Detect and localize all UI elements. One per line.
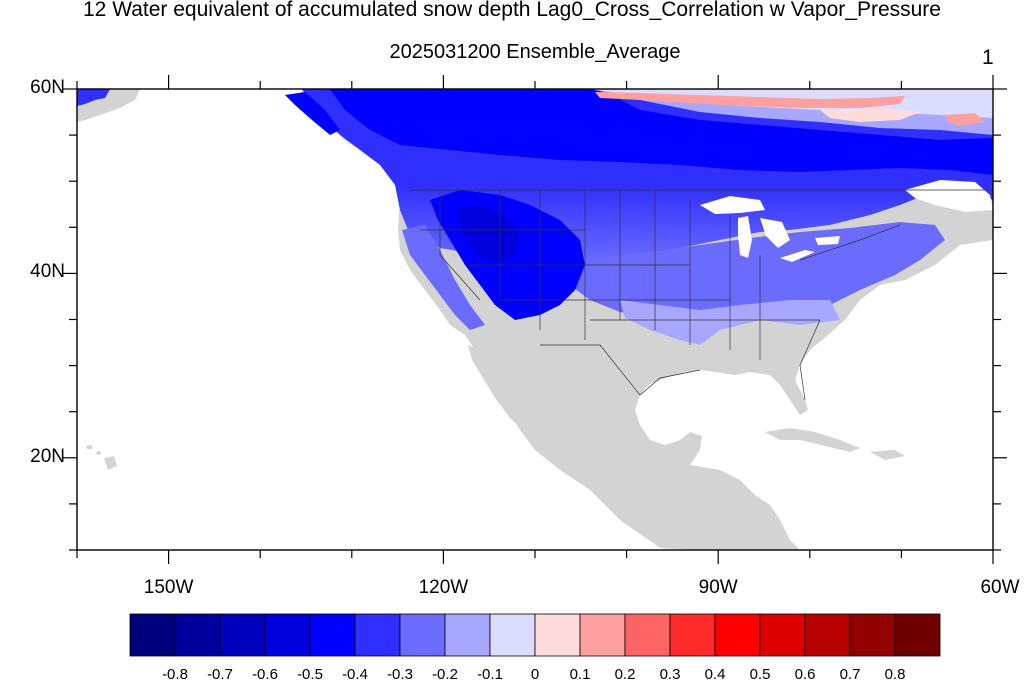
colorbar-label: 0.7 bbox=[839, 666, 861, 683]
colorbar-label: -0.2 bbox=[432, 666, 458, 683]
colorbar-label: 0.3 bbox=[659, 666, 681, 683]
field-alaska bbox=[77, 89, 110, 106]
colorbar-box bbox=[579, 613, 626, 657]
colorbar-label: 0 bbox=[530, 666, 540, 683]
field-us-midwest bbox=[560, 222, 945, 322]
plot-title: 12 Water equivalent of accumulated snow … bbox=[83, 0, 941, 21]
lon-label: 60W bbox=[980, 577, 1020, 598]
colorbar-label: 0.6 bbox=[794, 666, 816, 683]
plot-subtitle: 2025031200 Ensemble_Average bbox=[389, 41, 681, 63]
field-positive-patch-2 bbox=[820, 108, 920, 122]
field-positive-patch bbox=[595, 92, 905, 108]
field-positive-patch-3 bbox=[945, 113, 985, 126]
lat-label: 60N bbox=[30, 77, 65, 98]
colorbar-label: -0.6 bbox=[252, 666, 278, 683]
field-west-coast bbox=[402, 225, 485, 330]
colorbar-label: 0.8 bbox=[884, 666, 906, 683]
lon-label: 120W bbox=[418, 577, 469, 598]
land-cuba bbox=[765, 428, 860, 452]
lake-erie bbox=[780, 250, 815, 262]
colorbar-box bbox=[804, 613, 851, 657]
lake-superior bbox=[700, 196, 765, 214]
colorbar-box bbox=[444, 613, 491, 657]
colorbar-label: -0.4 bbox=[342, 666, 368, 683]
lake-huron bbox=[760, 218, 790, 248]
colorbar-box bbox=[309, 613, 356, 657]
colorbar-box bbox=[759, 613, 806, 657]
colorbar-box bbox=[399, 613, 446, 657]
axis-ticks bbox=[63, 75, 1007, 564]
colorbar-label: 0.2 bbox=[614, 666, 636, 683]
lat-label: 40N bbox=[30, 261, 65, 283]
colorbar-label: -0.5 bbox=[297, 666, 323, 683]
colorbar-label: -0.1 bbox=[477, 666, 503, 683]
lon-label: 90W bbox=[698, 577, 738, 598]
colorbar-label: 0.5 bbox=[749, 666, 771, 683]
colorbar-label: 0.1 bbox=[569, 666, 591, 683]
colorbar-box bbox=[264, 613, 311, 657]
colorbar-box bbox=[174, 613, 221, 657]
lake-michigan bbox=[738, 216, 752, 258]
colorbar-label: -0.7 bbox=[207, 666, 233, 683]
colorbar-box bbox=[534, 613, 581, 657]
colorbar-box bbox=[714, 613, 761, 657]
colorbar-label: -0.8 bbox=[162, 666, 188, 683]
hudson-bay-edge bbox=[905, 180, 993, 212]
panel-number: 1 bbox=[982, 46, 994, 69]
colorbar-box bbox=[669, 613, 716, 657]
colorbar-label: -0.3 bbox=[387, 666, 413, 683]
land-baja bbox=[468, 345, 532, 432]
colorbar bbox=[129, 613, 941, 657]
colorbar-box bbox=[219, 613, 266, 657]
field-canada-dark bbox=[330, 89, 993, 175]
land-hispaniola bbox=[870, 450, 905, 460]
colorbar-box bbox=[894, 613, 941, 657]
lat-label: 20N bbox=[30, 445, 65, 467]
colorbar-label: 0.4 bbox=[704, 666, 726, 683]
colorbar-box bbox=[849, 613, 896, 657]
colorbar-box bbox=[489, 613, 536, 657]
field-rockies-dark bbox=[455, 205, 520, 262]
boundary-lines bbox=[410, 189, 993, 401]
lon-label: 150W bbox=[143, 577, 194, 598]
colorbar-box bbox=[624, 613, 671, 657]
land-hawaii bbox=[86, 445, 117, 470]
field-ak-panhandle bbox=[285, 92, 340, 135]
colorbar-box bbox=[129, 613, 176, 657]
lake-ontario bbox=[815, 236, 840, 245]
colorbar-box bbox=[354, 613, 401, 657]
